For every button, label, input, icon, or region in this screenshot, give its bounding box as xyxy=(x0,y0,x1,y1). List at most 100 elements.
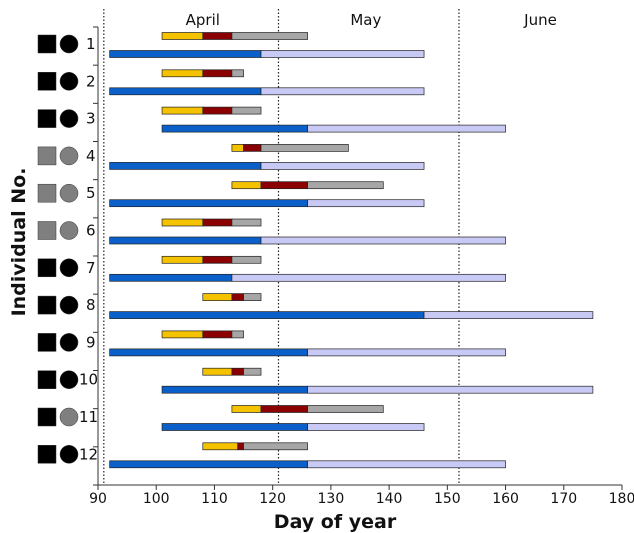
bar-upper-12-seg2 xyxy=(237,442,244,451)
circle-marker-10 xyxy=(59,370,79,389)
bar-upper-2-seg3 xyxy=(231,69,244,78)
bar-lower-6-tail xyxy=(260,236,506,245)
bar-upper-9-seg1 xyxy=(161,330,204,339)
bar-lower-8-main xyxy=(109,311,425,319)
bar-upper-6-seg1 xyxy=(161,218,204,227)
circle-marker-7 xyxy=(59,258,79,278)
bar-lower-8-tail xyxy=(423,311,594,319)
bar-upper-11-seg3 xyxy=(307,405,384,413)
bar-lower-1-tail xyxy=(260,50,425,58)
bars xyxy=(109,32,594,469)
month-labels: April May June xyxy=(186,11,557,29)
bar-upper-9-seg3 xyxy=(231,330,244,339)
square-marker-1 xyxy=(37,34,57,54)
square-marker-6 xyxy=(37,221,57,240)
x-tick-label-140: 140 xyxy=(376,491,403,507)
bar-upper-7-seg2 xyxy=(202,255,233,264)
y-axis-label: Individual No. xyxy=(8,168,30,317)
square-marker-12 xyxy=(37,445,57,464)
circle-marker-4 xyxy=(59,146,79,166)
individual-label-9: 9 xyxy=(86,333,96,351)
bar-lower-5-main xyxy=(109,199,308,208)
x-tick-label-160: 160 xyxy=(492,491,519,507)
bar-lower-3-tail xyxy=(307,124,506,133)
circle-marker-2 xyxy=(59,72,79,91)
individual-label-1: 1 xyxy=(86,35,96,53)
bar-upper-3-seg3 xyxy=(231,106,262,115)
bar-lower-2-main xyxy=(109,87,262,96)
individual-label-2: 2 xyxy=(86,72,96,90)
bar-upper-12-seg1 xyxy=(202,442,239,451)
bar-upper-6-seg2 xyxy=(202,218,233,227)
month-label-june: June xyxy=(523,11,557,29)
circle-marker-9 xyxy=(59,333,79,352)
x-tick-label-130: 130 xyxy=(318,491,345,507)
individual-label-10: 10 xyxy=(79,371,98,389)
square-marker-7 xyxy=(37,258,57,278)
bar-upper-3-seg2 xyxy=(202,106,233,115)
individual-label-11: 11 xyxy=(79,408,98,426)
bar-lower-9-tail xyxy=(307,348,506,357)
square-marker-11 xyxy=(37,407,57,427)
month-label-april: April xyxy=(186,11,220,29)
individual-label-6: 6 xyxy=(86,222,96,240)
square-marker-2 xyxy=(37,72,57,91)
individual-label-12: 12 xyxy=(79,445,98,463)
bar-upper-5-seg3 xyxy=(307,181,384,190)
circle-marker-6 xyxy=(59,221,79,240)
bar-lower-9-main xyxy=(109,348,308,357)
individual-label-7: 7 xyxy=(86,259,96,277)
x-axis-label: Day of year xyxy=(274,511,397,533)
bar-lower-11-main xyxy=(161,423,308,431)
bar-upper-5-seg1 xyxy=(231,181,262,190)
x-tick-label-180: 180 xyxy=(609,491,634,507)
square-marker-4 xyxy=(37,146,57,166)
bar-lower-12-tail xyxy=(307,460,506,469)
circle-marker-11 xyxy=(59,407,79,427)
bar-upper-8-seg3 xyxy=(243,293,262,301)
bar-upper-2-seg1 xyxy=(161,69,204,78)
bar-upper-7-seg3 xyxy=(231,255,262,264)
bar-lower-2-tail xyxy=(260,87,425,96)
circle-marker-12 xyxy=(59,445,79,464)
x-tick-label-170: 170 xyxy=(550,491,577,507)
bar-upper-2-seg2 xyxy=(202,69,233,78)
bar-lower-7-main xyxy=(109,273,233,282)
x-tick-label-100: 100 xyxy=(143,491,170,507)
bar-upper-9-seg2 xyxy=(202,330,233,339)
bar-upper-6-seg3 xyxy=(231,218,262,227)
circle-marker-5 xyxy=(59,183,79,203)
circle-marker-3 xyxy=(59,109,79,128)
square-marker-5 xyxy=(37,183,57,203)
bar-upper-11-seg1 xyxy=(231,405,262,413)
bar-upper-7-seg1 xyxy=(161,255,204,264)
individual-label-8: 8 xyxy=(86,296,96,314)
bar-upper-3-seg1 xyxy=(161,106,204,115)
circle-marker-1 xyxy=(59,34,79,54)
bar-upper-11-seg2 xyxy=(260,405,308,413)
month-boundary-lines xyxy=(103,9,460,485)
square-marker-10 xyxy=(37,370,57,389)
axes xyxy=(93,26,622,486)
bar-upper-10-seg1 xyxy=(202,367,233,376)
bar-lower-12-main xyxy=(109,460,308,469)
individual-label-4: 4 xyxy=(86,147,96,165)
x-tick-label-120: 120 xyxy=(259,491,286,507)
bar-upper-1-seg1 xyxy=(161,32,204,40)
bar-lower-10-tail xyxy=(307,385,594,394)
bar-upper-5-seg2 xyxy=(260,181,308,190)
bar-lower-11-tail xyxy=(307,423,425,431)
bar-upper-1-seg2 xyxy=(202,32,233,40)
bar-upper-10-seg2 xyxy=(231,367,244,376)
bar-upper-4-seg3 xyxy=(260,144,349,152)
square-marker-3 xyxy=(37,109,57,128)
bar-lower-4-main xyxy=(109,162,262,170)
bar-lower-6-main xyxy=(109,236,262,245)
bar-lower-5-tail xyxy=(307,199,425,208)
square-marker-8 xyxy=(37,295,57,315)
x-ticks: 90 100 110 120 130 140 150 160 170 180 xyxy=(89,485,634,507)
bar-lower-1-main xyxy=(109,50,262,58)
bar-upper-1-seg3 xyxy=(231,32,308,40)
bar-upper-4-seg1 xyxy=(231,144,244,152)
